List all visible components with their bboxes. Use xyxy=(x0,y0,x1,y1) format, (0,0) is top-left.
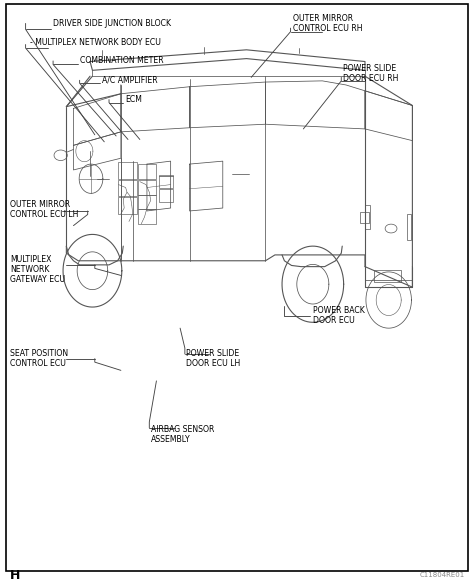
Bar xyxy=(407,214,411,240)
Bar xyxy=(118,197,137,214)
Text: MULTIPLEX
NETWORK
GATEWAY ECU: MULTIPLEX NETWORK GATEWAY ECU xyxy=(10,255,65,284)
Bar xyxy=(138,164,156,179)
Text: OUTER MIRROR
CONTROL ECU LH: OUTER MIRROR CONTROL ECU LH xyxy=(10,200,79,219)
Text: POWER BACK
DOOR ECU: POWER BACK DOOR ECU xyxy=(313,306,365,325)
Bar xyxy=(118,180,137,196)
Bar xyxy=(138,180,156,195)
Bar xyxy=(374,270,401,282)
Text: H: H xyxy=(9,569,20,582)
Text: - MULTIPLEX NETWORK BODY ECU: - MULTIPLEX NETWORK BODY ECU xyxy=(30,38,161,47)
Text: COMBINATION METER: COMBINATION METER xyxy=(80,56,163,65)
Bar xyxy=(138,209,156,224)
Text: ECM: ECM xyxy=(125,95,142,104)
Bar xyxy=(365,205,370,229)
Text: DRIVER SIDE JUNCTION BLOCK: DRIVER SIDE JUNCTION BLOCK xyxy=(53,19,171,28)
Bar xyxy=(138,195,156,209)
Text: POWER SLIDE
DOOR ECU RH: POWER SLIDE DOOR ECU RH xyxy=(343,64,399,83)
Bar xyxy=(159,175,173,188)
Text: POWER SLIDE
DOOR ECU LH: POWER SLIDE DOOR ECU LH xyxy=(186,349,240,368)
Text: C11804RE01: C11804RE01 xyxy=(419,573,465,578)
Text: OUTER MIRROR
CONTROL ECU RH: OUTER MIRROR CONTROL ECU RH xyxy=(293,14,363,33)
Bar xyxy=(360,212,369,223)
Bar xyxy=(159,189,173,202)
Text: A/C AMPLIFIER: A/C AMPLIFIER xyxy=(102,75,157,84)
Text: SEAT POSITION
CONTROL ECU: SEAT POSITION CONTROL ECU xyxy=(10,349,69,368)
Text: AIRBAG SENSOR
ASSEMBLY: AIRBAG SENSOR ASSEMBLY xyxy=(151,425,214,444)
Bar xyxy=(118,162,137,179)
